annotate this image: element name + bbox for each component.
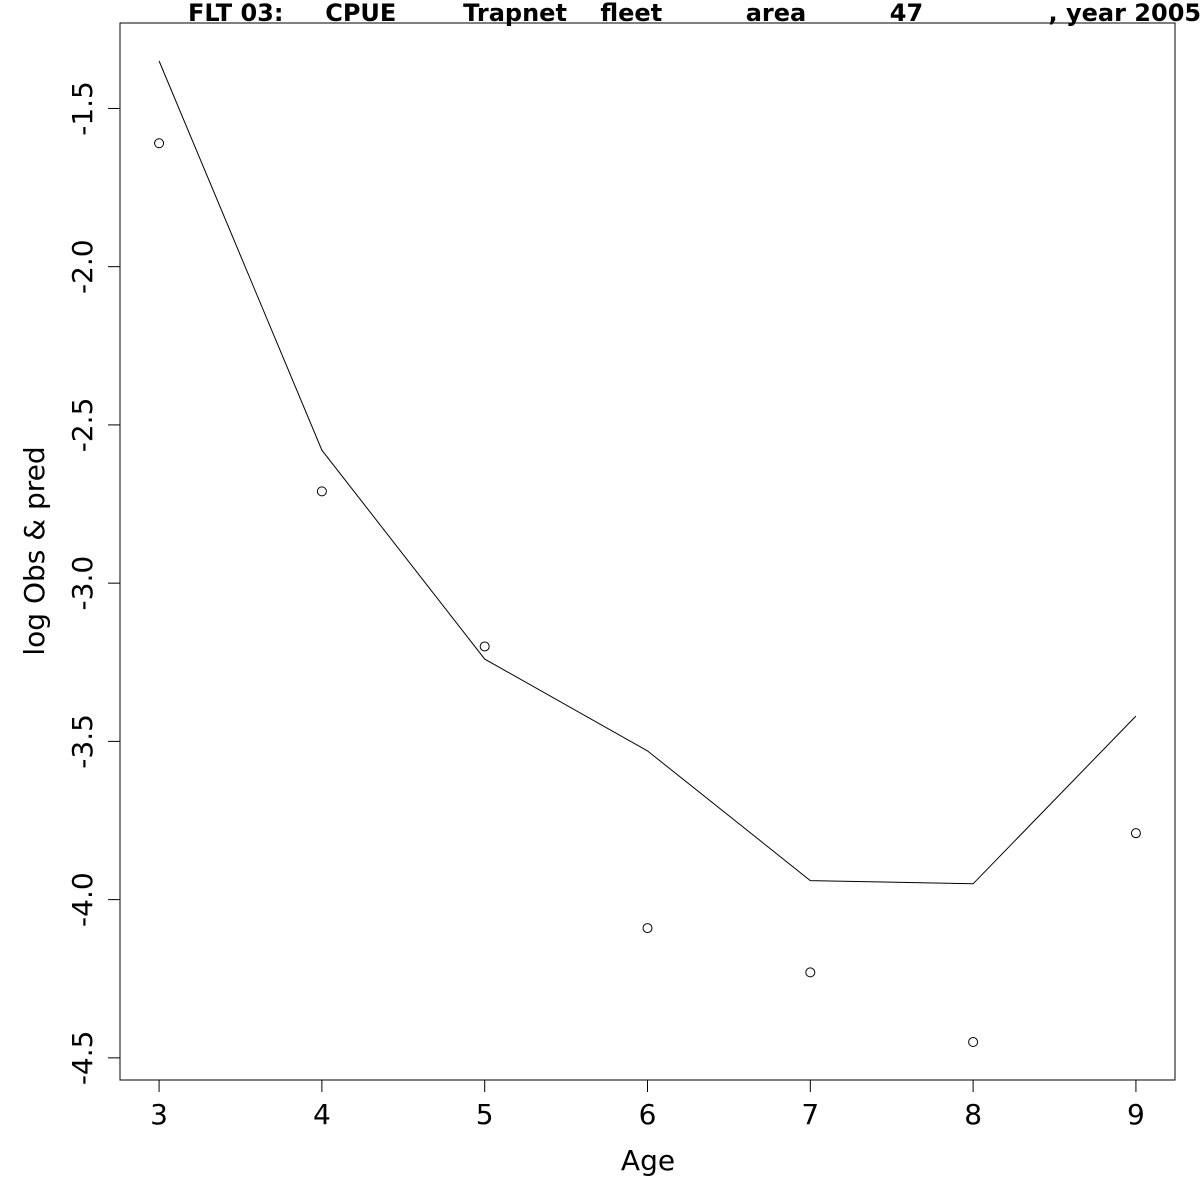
y-tick-label: -2.5 <box>66 398 99 453</box>
observed-point <box>642 923 653 934</box>
predicted-line <box>158 60 1137 885</box>
y-tick-label: -4.5 <box>66 1031 99 1086</box>
observed-point <box>316 486 327 497</box>
observed-point <box>805 967 816 978</box>
y-axis: -1.5 -2.0 -2.5 -3.0 -3.5 -4.0 -4.5 <box>66 81 121 1086</box>
y-tick-label: -2.0 <box>66 239 99 294</box>
x-tick-label: 7 <box>801 1098 819 1131</box>
y-tick-label: -4.0 <box>66 872 99 927</box>
x-tick-label: 5 <box>476 1098 494 1131</box>
observed-point <box>968 1037 979 1048</box>
series-layer <box>154 60 1141 1048</box>
y-axis-title: log Obs & pred <box>18 446 51 655</box>
y-tick-label: -3.5 <box>66 714 99 769</box>
observed-point <box>1130 828 1141 839</box>
x-axis-title: Age <box>621 1144 675 1177</box>
observed-point <box>479 641 490 652</box>
x-tick-label: 3 <box>150 1098 168 1131</box>
x-tick-label: 9 <box>1127 1098 1145 1131</box>
y-tick-label: -3.0 <box>66 556 99 611</box>
observed-point <box>154 138 165 149</box>
x-tick-label: 8 <box>964 1098 982 1131</box>
x-axis: 3 4 5 6 7 8 9 <box>150 1079 1145 1131</box>
y-tick-label: -1.5 <box>66 81 99 136</box>
plot-frame <box>119 22 1176 1081</box>
x-tick-label: 4 <box>313 1098 331 1131</box>
x-tick-label: 6 <box>639 1098 657 1131</box>
